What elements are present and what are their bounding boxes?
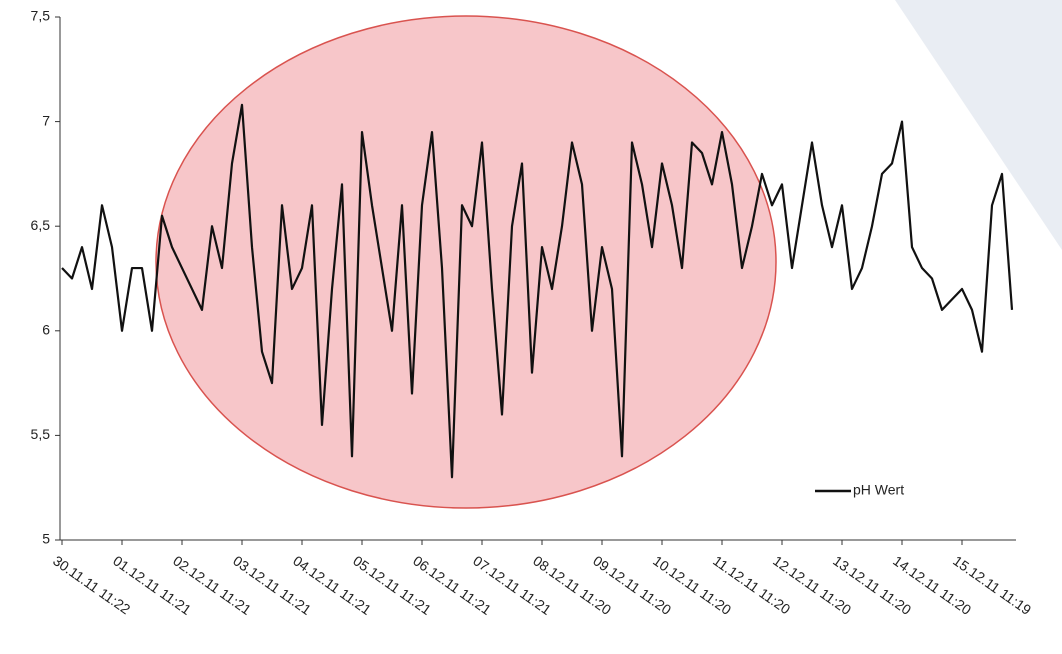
y-tick-label: 5 (42, 531, 50, 547)
y-tick-label: 7 (42, 112, 50, 128)
background-shape (895, 0, 1062, 250)
y-tick-label: 6 (42, 322, 50, 338)
y-tick-label: 5,5 (31, 426, 51, 442)
y-tick-label: 7,5 (31, 8, 51, 24)
legend-label: pH Wert (853, 482, 904, 498)
data-line (61, 103, 1014, 479)
y-tick-label: 6,5 (31, 217, 51, 233)
highlight-ellipse (155, 15, 777, 509)
